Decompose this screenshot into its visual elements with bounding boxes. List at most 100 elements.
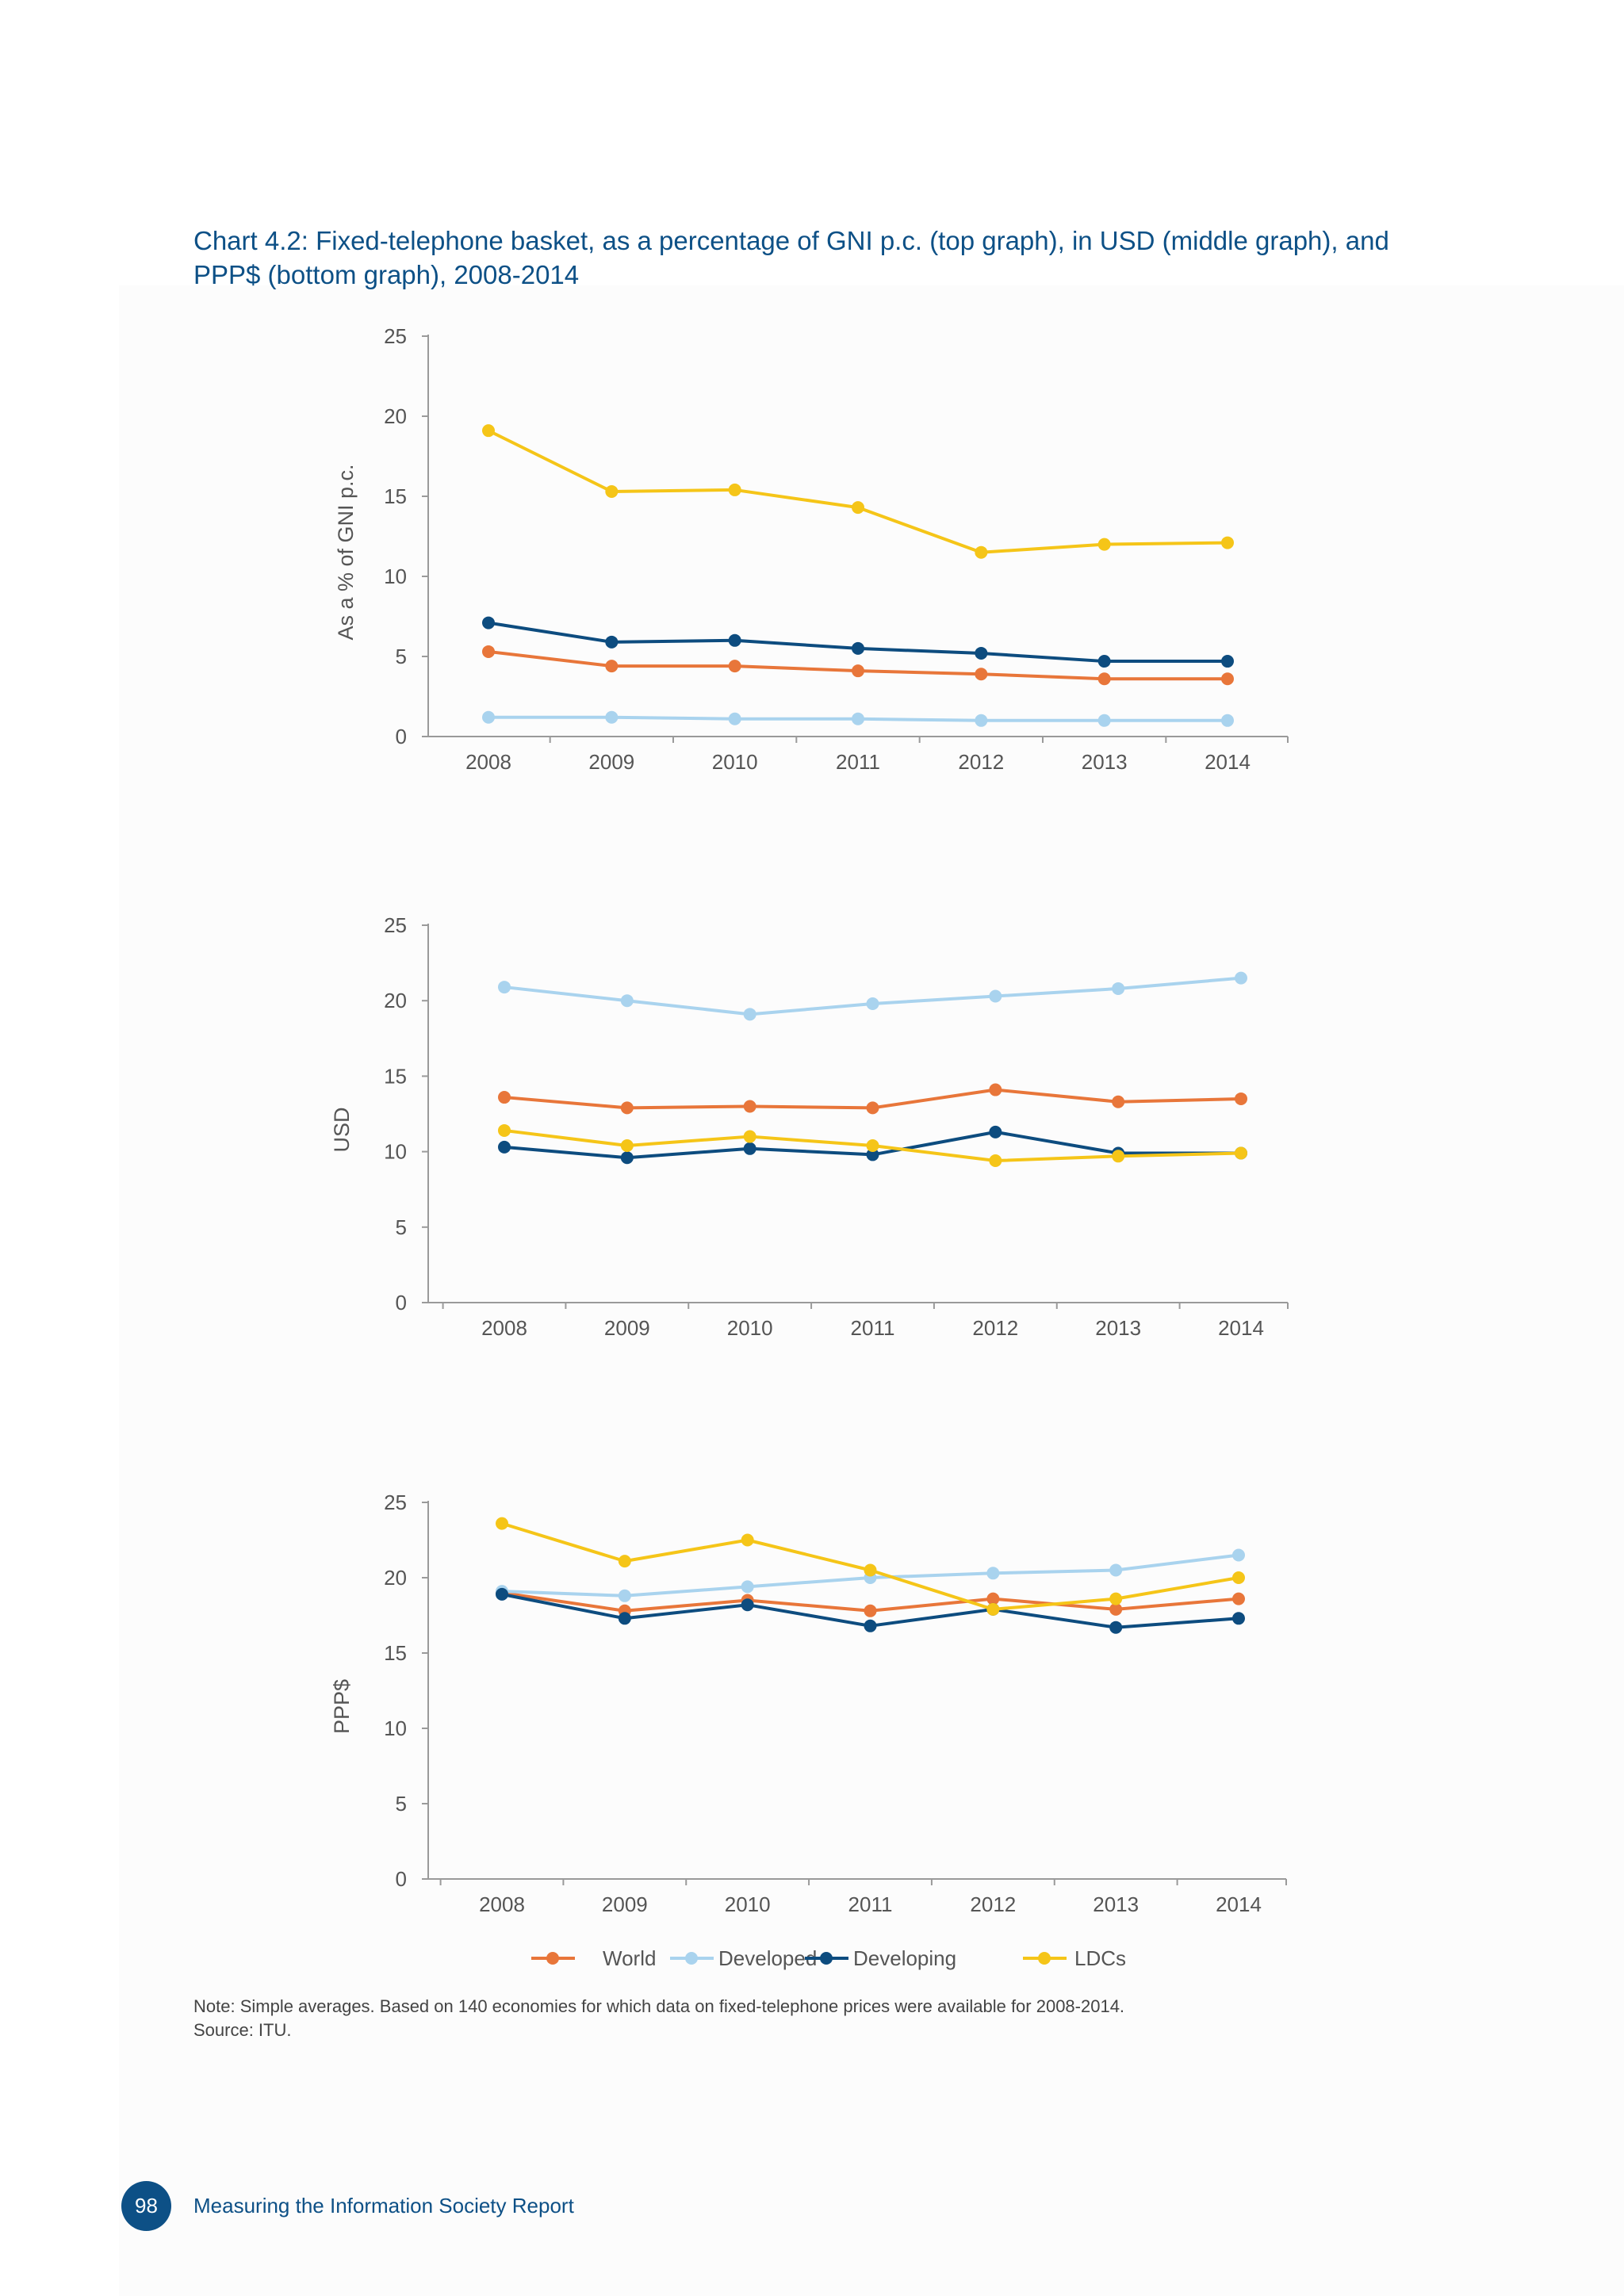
- data-point-ldcs: [864, 1563, 877, 1577]
- legend-marker: [820, 1952, 833, 1965]
- x-tick-label: 2010: [712, 750, 758, 774]
- data-point-developed: [1109, 1563, 1123, 1577]
- page-background: [119, 285, 1624, 2296]
- data-point-developing: [605, 635, 619, 649]
- legend-marker: [685, 1952, 698, 1965]
- chart-notes: Note: Simple averages. Based on 140 econ…: [193, 1995, 1542, 2042]
- data-point-developing: [866, 1148, 879, 1161]
- data-point-world: [866, 1101, 879, 1115]
- data-point-developed: [1232, 1548, 1245, 1562]
- data-point-developing: [741, 1598, 754, 1612]
- legend-label: Developed: [718, 1946, 817, 1970]
- data-point-world: [1235, 1092, 1247, 1105]
- note-text: Note: Simple averages. Based on 140 econ…: [193, 1996, 1125, 2016]
- page-number-badge: 98: [121, 2181, 171, 2231]
- data-point-developing: [482, 616, 495, 629]
- data-point-world: [986, 1592, 1000, 1605]
- y-tick-label: 5: [396, 1215, 407, 1239]
- y-tick-label: 10: [384, 564, 407, 588]
- data-point-ldcs: [498, 1123, 511, 1137]
- data-point-developing: [1109, 1621, 1123, 1634]
- x-tick-label: 2013: [1093, 1892, 1139, 1916]
- data-point-developing: [864, 1619, 877, 1632]
- data-point-developing: [743, 1142, 756, 1155]
- y-tick-label: 0: [396, 1291, 407, 1314]
- data-point-ldcs: [496, 1517, 508, 1530]
- y-tick-label: 20: [384, 989, 407, 1012]
- y-axis-title: As a % of GNI p.c.: [334, 464, 358, 640]
- data-point-ldcs: [743, 1130, 756, 1143]
- chart-title: Chart 4.2: Fixed-telephone basket, as a …: [193, 224, 1494, 292]
- x-tick-label: 2013: [1095, 1316, 1141, 1340]
- data-point-developed: [1112, 982, 1125, 995]
- data-point-developed: [743, 1008, 756, 1021]
- x-tick-label: 2008: [479, 1892, 525, 1916]
- data-point-developed: [989, 989, 1002, 1003]
- data-point-developed: [975, 714, 988, 727]
- data-point-world: [852, 664, 864, 678]
- chart-title-line-1: Chart 4.2: Fixed-telephone basket, as a …: [193, 226, 1389, 255]
- data-point-developed: [1097, 714, 1111, 727]
- data-point-developed: [1221, 714, 1234, 727]
- data-point-developing: [728, 633, 741, 647]
- data-point-developed: [728, 712, 741, 725]
- y-tick-label: 25: [384, 324, 407, 348]
- data-point-ldcs: [1097, 538, 1111, 551]
- x-tick-label: 2010: [727, 1316, 773, 1340]
- x-tick-label: 2012: [972, 1316, 1018, 1340]
- x-tick-label: 2011: [851, 1316, 895, 1340]
- data-point-ldcs: [989, 1154, 1002, 1168]
- data-point-developing: [989, 1125, 1002, 1138]
- x-tick-label: 2014: [1205, 750, 1251, 774]
- x-tick-label: 2014: [1218, 1316, 1264, 1340]
- data-point-ldcs: [866, 1138, 879, 1152]
- data-point-world: [1112, 1095, 1125, 1108]
- data-point-developed: [618, 1589, 631, 1602]
- data-point-developing: [1221, 655, 1234, 668]
- legend-item-developing: Developing: [805, 1946, 956, 1970]
- x-tick-label: 2008: [481, 1316, 527, 1340]
- data-point-developed: [866, 997, 879, 1011]
- x-tick-label: 2012: [970, 1892, 1016, 1916]
- chart-title-line-2: PPP$ (bottom graph), 2008-2014: [193, 260, 580, 289]
- data-point-ldcs: [618, 1555, 631, 1568]
- series-line-ldcs: [488, 429, 1228, 554]
- legend-label: Developing: [853, 1946, 956, 1970]
- data-point-developing: [620, 1151, 634, 1165]
- legend-item-ldcs: LDCs: [1023, 1946, 1126, 1970]
- data-point-world: [498, 1091, 511, 1104]
- data-point-world: [482, 645, 495, 658]
- y-tick-label: 0: [396, 1867, 407, 1891]
- x-tick-label: 2013: [1082, 750, 1128, 774]
- data-point-developed: [1235, 971, 1247, 985]
- data-point-ldcs: [1232, 1571, 1245, 1584]
- data-point-ldcs: [1221, 536, 1234, 549]
- data-point-developing: [496, 1587, 508, 1601]
- legend-label: World: [603, 1946, 656, 1970]
- data-point-ldcs: [986, 1602, 1000, 1616]
- data-point-world: [1097, 672, 1111, 686]
- data-point-developing: [1097, 655, 1111, 668]
- y-tick-label: 5: [396, 1792, 407, 1816]
- x-tick-label: 2009: [604, 1316, 650, 1340]
- data-point-developed: [852, 712, 864, 725]
- data-point-developed: [986, 1567, 1000, 1580]
- data-point-developing: [498, 1140, 511, 1154]
- y-tick-label: 5: [396, 645, 407, 668]
- chart-panel-3: 0 5 10 15 20 25 2008 2009 2010 2011 2012 2013 2014 PP…: [330, 1490, 1287, 1916]
- x-tick-label: 2011: [848, 1892, 893, 1916]
- data-point-ldcs: [975, 545, 988, 559]
- data-point-world: [1232, 1592, 1245, 1605]
- data-point-ldcs: [1235, 1146, 1247, 1160]
- data-point-ldcs: [852, 501, 864, 515]
- data-point-developed: [498, 981, 511, 994]
- y-tick-label: 20: [384, 404, 407, 428]
- data-point-developed: [482, 710, 495, 724]
- footer-report-title: Measuring the Information Society Report: [193, 2194, 574, 2218]
- data-point-world: [989, 1083, 1002, 1096]
- data-point-world: [864, 1604, 877, 1617]
- data-point-ldcs: [605, 484, 619, 498]
- data-point-developing: [1232, 1612, 1245, 1625]
- y-tick-label: 25: [384, 1490, 407, 1514]
